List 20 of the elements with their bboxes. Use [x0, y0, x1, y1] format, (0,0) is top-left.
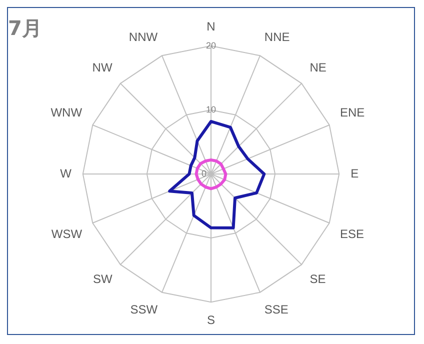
- spoke-label: SSE: [264, 302, 288, 316]
- y-tick-label: 10: [206, 104, 216, 114]
- y-tick-label: 20: [206, 40, 216, 50]
- spoke-label: SSW: [130, 302, 158, 316]
- spoke-label: NE: [310, 60, 326, 74]
- spoke-label: ENE: [340, 106, 365, 120]
- spoke-label: N: [206, 20, 216, 34]
- spoke-label: SW: [92, 272, 113, 286]
- spoke-label: S: [206, 313, 216, 328]
- spoke-label: WNW: [50, 106, 83, 120]
- y-tick-label: 0: [201, 168, 207, 178]
- spoke-label: NW: [92, 60, 113, 74]
- spoke-label: NNW: [128, 30, 158, 44]
- chart-title: 7月: [8, 16, 42, 40]
- spoke-label: SE: [310, 272, 326, 286]
- spoke-label: NNE: [264, 30, 290, 44]
- spoke-label: W: [60, 166, 72, 180]
- spoke-label: ESE: [340, 226, 364, 241]
- spoke-label: E: [350, 166, 359, 180]
- spoke-label: WSW: [51, 226, 83, 241]
